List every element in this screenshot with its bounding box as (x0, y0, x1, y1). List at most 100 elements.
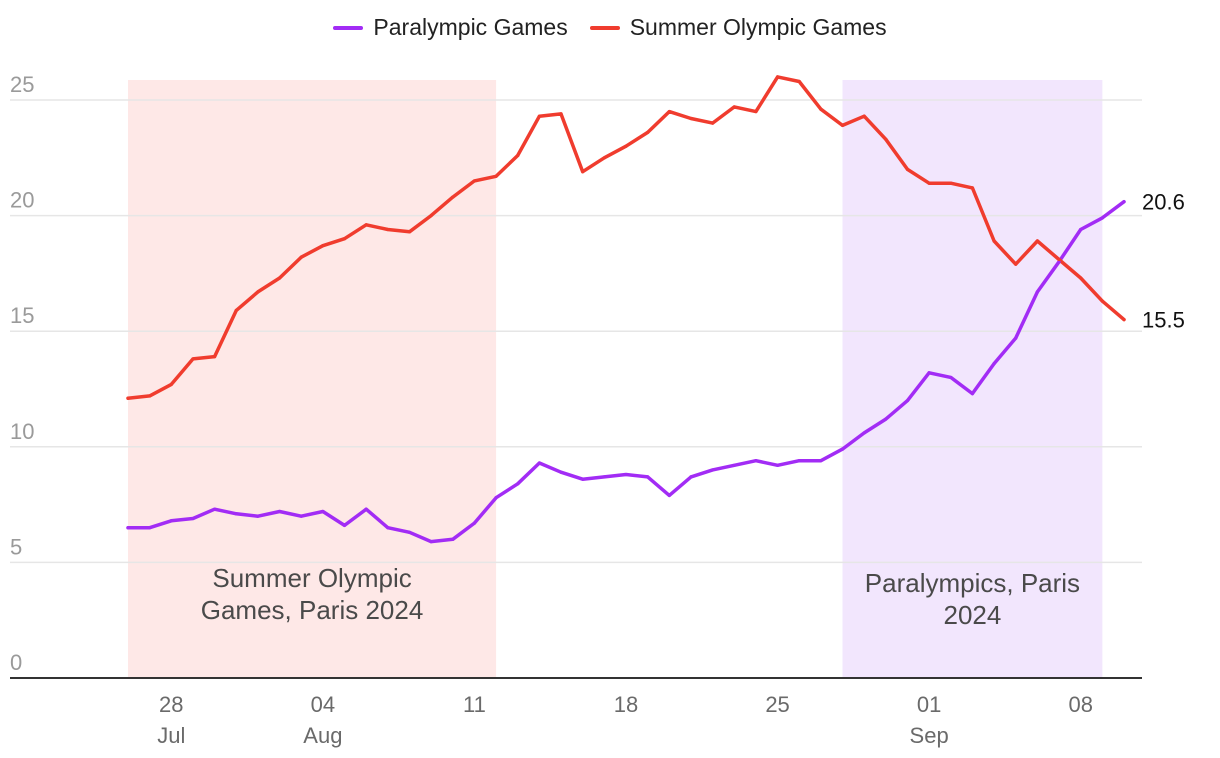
data-point-paralympic-2024-08-19 (646, 475, 650, 479)
data-point-olympic-2024-08-22 (711, 121, 715, 125)
x-tick-day-11: 11 (463, 692, 486, 717)
data-point-olympic-2024-09-01 (927, 181, 931, 185)
data-point-paralympic-2024-09-08 (1079, 227, 1083, 232)
end-label-paralympic: 20.6 (1142, 190, 1185, 215)
y-tick-label-10: 10 (10, 419, 34, 444)
data-point-olympic-2024-08-14 (537, 114, 541, 118)
data-point-olympic-2024-09-02 (949, 181, 953, 185)
data-point-paralympic-2024-08-18 (624, 472, 628, 477)
data-point-paralympic-2024-08-01 (256, 514, 260, 518)
data-point-paralympic-2024-08-16 (581, 477, 585, 481)
data-point-olympic-2024-08-01 (256, 290, 260, 294)
x-tick-day-25: 25 (765, 692, 789, 717)
data-point-paralympic-2024-08-13 (516, 482, 520, 486)
data-point-olympic-2024-08-24 (754, 109, 758, 114)
data-point-olympic-2024-09-05 (1014, 262, 1018, 266)
band-label-paralympic-line-2: 2024 (944, 600, 1002, 630)
data-point-olympic-2024-08-03 (299, 255, 303, 259)
data-point-olympic-2024-08-13 (516, 153, 520, 158)
data-point-olympic-2024-09-06 (1035, 239, 1039, 243)
x-tick-day-28: 28 (159, 692, 183, 717)
data-point-paralympic-2024-08-12 (494, 496, 498, 500)
data-point-olympic-2024-08-31 (905, 167, 910, 171)
data-point-olympic-2024-08-26 (797, 79, 801, 84)
x-tick-day-04: 04 (311, 692, 335, 717)
band-label-olympic-line-2: Games, Paris 2024 (201, 595, 424, 625)
data-point-olympic-2024-08-20 (667, 109, 671, 114)
data-point-paralympic-2024-09-07 (1057, 260, 1061, 264)
data-point-paralympic-2024-08-07 (386, 526, 390, 530)
data-point-paralympic-2024-08-20 (667, 493, 671, 497)
data-point-paralympic-2024-08-28 (840, 447, 845, 451)
data-point-paralympic-2024-08-23 (732, 463, 736, 467)
data-point-paralympic-2024-08-04 (321, 509, 325, 514)
data-point-paralympic-2024-08-02 (277, 509, 282, 514)
data-point-olympic-2024-07-28 (169, 382, 173, 386)
data-point-olympic-2024-08-06 (364, 223, 368, 227)
data-point-olympic-2024-08-08 (407, 230, 412, 234)
x-tick-day-01: 01 (917, 692, 941, 717)
data-point-paralympic-2024-08-22 (711, 468, 715, 472)
y-tick-label-25: 25 (10, 72, 34, 97)
data-point-olympic-2024-09-09 (1100, 299, 1104, 303)
data-point-paralympic-2024-08-17 (602, 475, 606, 479)
data-point-olympic-2024-08-23 (732, 105, 736, 109)
data-point-olympic-2024-09-10 (1122, 318, 1126, 322)
legend: Paralympic Games Summer Olympic Games (0, 14, 1220, 41)
band-paralympic (842, 80, 1103, 678)
data-point-paralympic-2024-08-14 (537, 461, 541, 465)
data-point-paralympic-2024-08-03 (299, 514, 303, 518)
data-point-paralympic-2024-07-26 (126, 526, 130, 530)
data-point-paralympic-2024-08-29 (862, 431, 866, 435)
data-point-olympic-2024-07-27 (148, 394, 152, 398)
data-point-olympic-2024-07-29 (191, 357, 195, 361)
band-olympic (128, 80, 497, 678)
data-point-paralympic-2024-09-03 (970, 392, 975, 396)
data-point-olympic-2024-08-09 (429, 214, 433, 218)
x-tick-month-jul: Jul (157, 723, 185, 748)
data-point-paralympic-2024-07-27 (148, 526, 152, 530)
data-point-olympic-2024-08-02 (277, 276, 282, 280)
data-point-paralympic-2024-08-24 (754, 459, 758, 463)
data-point-paralympic-2024-08-31 (905, 398, 910, 403)
x-tick-day-18: 18 (614, 692, 638, 717)
data-point-olympic-2024-08-18 (624, 144, 628, 148)
y-tick-label-0: 0 (10, 650, 22, 675)
data-point-olympic-2024-08-12 (494, 174, 498, 178)
data-point-olympic-2024-08-05 (342, 237, 347, 241)
data-point-olympic-2024-08-07 (386, 227, 390, 232)
data-point-olympic-2024-08-29 (862, 114, 866, 118)
data-point-olympic-2024-09-07 (1057, 257, 1061, 262)
band-label-olympic-line-1: Summer Olympic (212, 563, 411, 593)
x-tick-day-08: 08 (1068, 692, 1092, 717)
data-point-olympic-2024-08-16 (581, 170, 585, 174)
data-point-olympic-2024-08-25 (775, 75, 780, 79)
data-point-paralympic-2024-08-26 (797, 459, 801, 463)
band-label-paralympic-line-1: Paralympics, Paris (865, 568, 1080, 598)
data-point-paralympic-2024-09-05 (1014, 336, 1018, 340)
data-point-olympic-2024-08-19 (646, 130, 650, 134)
data-point-olympic-2024-08-17 (602, 156, 606, 160)
data-point-olympic-2024-09-04 (992, 239, 996, 243)
legend-swatch-paralympic (333, 25, 364, 30)
data-point-paralympic-2024-09-09 (1100, 216, 1104, 220)
data-point-olympic-2024-08-30 (884, 137, 888, 141)
data-point-paralympic-2024-08-08 (407, 530, 412, 534)
data-point-olympic-2024-08-28 (840, 123, 845, 128)
y-tick-label-20: 20 (10, 188, 34, 213)
data-point-olympic-2024-07-26 (126, 396, 130, 400)
legend-label-paralympic: Paralympic Games (373, 14, 568, 40)
data-point-olympic-2024-07-31 (234, 308, 238, 312)
legend-item-paralympic: Paralympic Games (333, 14, 568, 41)
legend-item-olympic: Summer Olympic Games (589, 14, 887, 41)
data-point-olympic-2024-08-11 (472, 179, 477, 183)
end-label-olympic: 15.5 (1142, 308, 1185, 333)
data-point-paralympic-2024-07-30 (213, 507, 217, 511)
x-tick-month-aug: Aug (303, 723, 342, 748)
data-point-paralympic-2024-08-06 (364, 507, 368, 511)
legend-label-olympic: Summer Olympic Games (629, 14, 887, 40)
data-point-olympic-2024-07-30 (213, 355, 217, 359)
data-point-paralympic-2024-09-02 (949, 375, 953, 380)
legend-swatch-olympic (589, 25, 620, 30)
